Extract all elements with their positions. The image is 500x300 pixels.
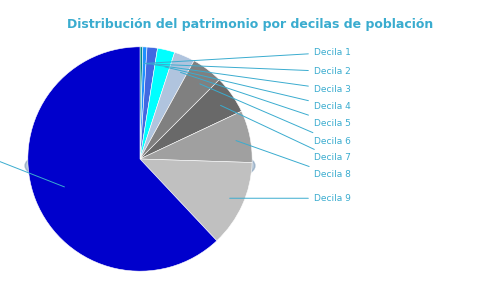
- Ellipse shape: [25, 140, 255, 191]
- Text: Decila 1: Decila 1: [144, 48, 350, 64]
- Text: Decila 6: Decila 6: [200, 84, 350, 146]
- Text: Decila 5: Decila 5: [180, 72, 350, 128]
- Wedge shape: [140, 80, 242, 159]
- Wedge shape: [28, 47, 217, 271]
- Text: Decila 10: Decila 10: [0, 138, 64, 187]
- Wedge shape: [140, 47, 143, 159]
- Wedge shape: [140, 111, 252, 163]
- Wedge shape: [140, 52, 194, 159]
- Text: Distribución del patrimonio por decilas de población: Distribución del patrimonio por decilas …: [67, 18, 433, 31]
- Text: Decila 9: Decila 9: [230, 194, 350, 203]
- Wedge shape: [140, 159, 252, 241]
- Wedge shape: [140, 47, 158, 159]
- Text: Decila 4: Decila 4: [165, 67, 350, 111]
- Wedge shape: [140, 47, 147, 159]
- Wedge shape: [140, 61, 220, 159]
- Wedge shape: [140, 48, 174, 159]
- Text: Decila 2: Decila 2: [147, 64, 350, 76]
- Text: Decila 3: Decila 3: [153, 64, 350, 94]
- Text: Decila 8: Decila 8: [236, 141, 350, 179]
- Text: Decila 7: Decila 7: [220, 105, 350, 162]
